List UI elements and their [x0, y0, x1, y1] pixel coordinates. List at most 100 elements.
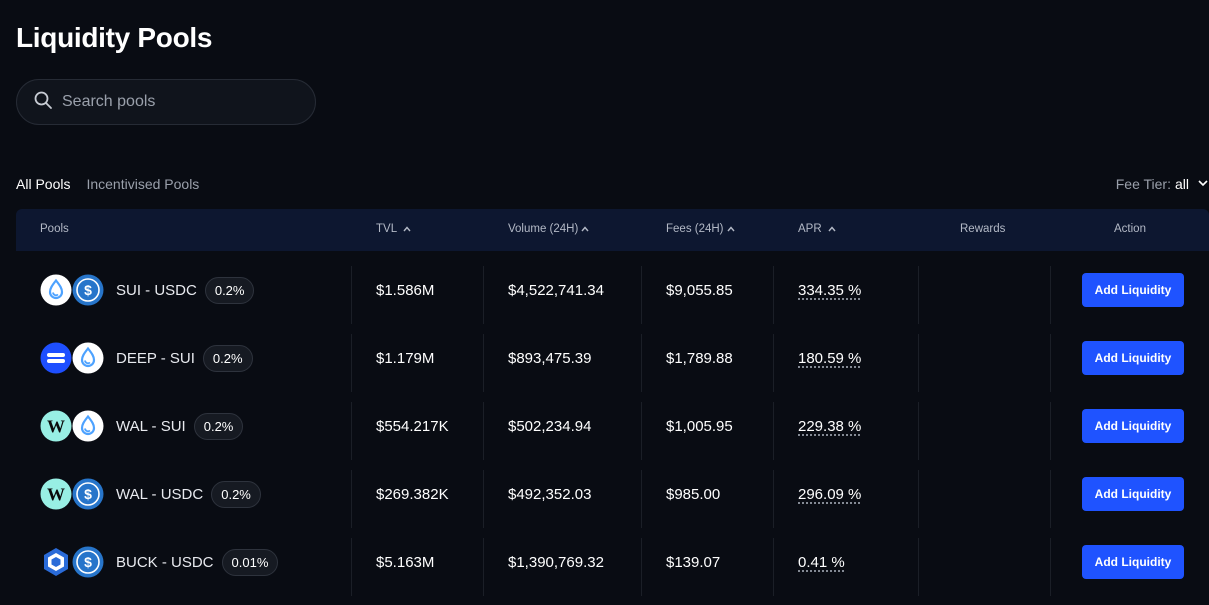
svg-text:$: $ [84, 554, 92, 570]
column-divider [918, 538, 919, 596]
column-divider [351, 266, 352, 324]
pool-pair[interactable]: SUI - USDC 0.2% [116, 256, 255, 324]
column-divider [641, 538, 642, 596]
sort-up-icon [403, 223, 411, 235]
fees-value: $139.07 [666, 553, 721, 571]
column-divider [918, 470, 919, 528]
tab-all-pools[interactable]: All Pools [16, 176, 71, 192]
column-header-rewards: Rewards [960, 223, 1006, 235]
volume-value: $492,352.03 [508, 485, 592, 503]
column-divider [773, 538, 774, 596]
tab-incentivised-pools[interactable]: Incentivised Pools [86, 176, 200, 192]
pool-pair[interactable]: BUCK - USDC 0.01% [116, 528, 279, 596]
fee-tier-value: all [1174, 176, 1189, 192]
add-liquidity-button[interactable]: Add Liquidity [1082, 273, 1184, 307]
fees-value: $1,789.88 [666, 349, 733, 367]
svg-text:W: W [47, 485, 65, 505]
table-row[interactable]: $ BUCK - USDC 0.01% $5.163M $1,390,769.32… [16, 528, 1209, 596]
sui-icon [72, 410, 104, 442]
search-input[interactable] [62, 93, 292, 111]
add-liquidity-button[interactable]: Add Liquidity [1082, 477, 1184, 511]
sort-up-icon [726, 223, 735, 235]
fee-badge: 0.2% [202, 344, 253, 372]
search-icon [33, 90, 53, 115]
column-header-tvl[interactable]: TVL [376, 223, 411, 235]
add-liquidity-button[interactable]: Add Liquidity [1082, 545, 1184, 579]
column-header-pools: Pools [40, 223, 69, 235]
column-divider [1050, 538, 1051, 596]
fees-value: $9,055.85 [666, 281, 733, 299]
page-title: Liquidity Pools [16, 22, 213, 53]
volume-value: $893,475.39 [508, 349, 592, 367]
column-divider [918, 334, 919, 392]
wal-icon: W [40, 478, 72, 510]
add-liquidity-button[interactable]: Add Liquidity [1082, 409, 1184, 443]
column-divider [641, 334, 642, 392]
column-divider [351, 538, 352, 596]
tvl-value: $269.382K [376, 485, 449, 503]
column-divider [483, 402, 484, 460]
pool-pair-label: SUI - USDC [116, 281, 197, 299]
volume-value: $4,522,741.34 [508, 281, 604, 299]
column-divider [351, 334, 352, 392]
column-divider [351, 402, 352, 460]
svg-text:$: $ [84, 486, 92, 502]
search-box[interactable] [16, 79, 316, 125]
pool-pair-label: WAL - USDC [116, 485, 204, 503]
column-header-apr[interactable]: APR [798, 223, 836, 235]
pool-pair-label: BUCK - USDC [116, 553, 214, 571]
fees-value: $985.00 [666, 485, 721, 503]
column-divider [1050, 266, 1051, 324]
tvl-value: $1.586M [376, 281, 435, 299]
column-divider [773, 402, 774, 460]
fees-value: $1,005.95 [666, 417, 733, 435]
column-divider [1050, 334, 1051, 392]
apr-value[interactable]: 0.41 % [798, 553, 845, 571]
table-row[interactable]: $ SUI - USDC 0.2% $1.586M $4,522,741.34 $9… [16, 256, 1209, 324]
column-divider [483, 334, 484, 392]
table-row[interactable]: W WAL - SUI 0.2% $554.217K $502,234.94 $1,… [16, 392, 1209, 460]
volume-value: $502,234.94 [508, 417, 592, 435]
pool-pair-label: DEEP - SUI [116, 349, 195, 367]
apr-value[interactable]: 334.35 % [798, 281, 862, 299]
column-divider [641, 266, 642, 324]
table-row[interactable]: DEEP - SUI 0.2% $1.179M $893,475.39 $1,789… [16, 324, 1209, 392]
usdc-icon: $ [72, 274, 104, 306]
apr-value[interactable]: 180.59 % [798, 349, 862, 367]
tvl-value: $554.217K [376, 417, 449, 435]
volume-value: $1,390,769.32 [508, 553, 604, 571]
fee-tier-dropdown[interactable]: Fee Tier: all [1116, 176, 1209, 192]
svg-text:W: W [47, 417, 65, 437]
pool-tabs: All Pools Incentivised Pools [16, 176, 199, 192]
chevron-down-icon [1193, 176, 1209, 192]
pool-pair-label: WAL - SUI [116, 417, 186, 435]
fee-badge: 0.2% [193, 412, 244, 440]
svg-text:$: $ [84, 282, 92, 298]
pool-pair[interactable]: WAL - USDC 0.2% [116, 460, 261, 528]
column-divider [641, 402, 642, 460]
column-divider [918, 266, 919, 324]
column-divider [773, 334, 774, 392]
wal-icon: W [40, 410, 72, 442]
pool-pair[interactable]: WAL - SUI 0.2% [116, 392, 244, 460]
buck-icon [40, 546, 72, 578]
table-row[interactable]: W $ WAL - USDC 0.2% $269.382K $492,352.03 $… [16, 460, 1209, 528]
column-header-volume[interactable]: Volume (24H) [508, 223, 589, 235]
sort-up-icon [828, 223, 836, 235]
apr-value[interactable]: 296.09 % [798, 485, 862, 503]
table-header: Pools TVL Volume (24H) Fees (24H) APR Re… [16, 209, 1209, 251]
sui-icon [40, 274, 72, 306]
apr-value[interactable]: 229.38 % [798, 417, 862, 435]
column-divider [641, 470, 642, 528]
add-liquidity-button[interactable]: Add Liquidity [1082, 341, 1184, 375]
column-divider [483, 538, 484, 596]
sort-up-icon [581, 223, 589, 235]
column-divider [773, 470, 774, 528]
column-divider [483, 470, 484, 528]
pool-pair[interactable]: DEEP - SUI 0.2% [116, 324, 253, 392]
column-divider [773, 266, 774, 324]
column-header-fees[interactable]: Fees (24H) [666, 223, 735, 235]
deep-icon [40, 342, 72, 374]
column-divider [918, 402, 919, 460]
